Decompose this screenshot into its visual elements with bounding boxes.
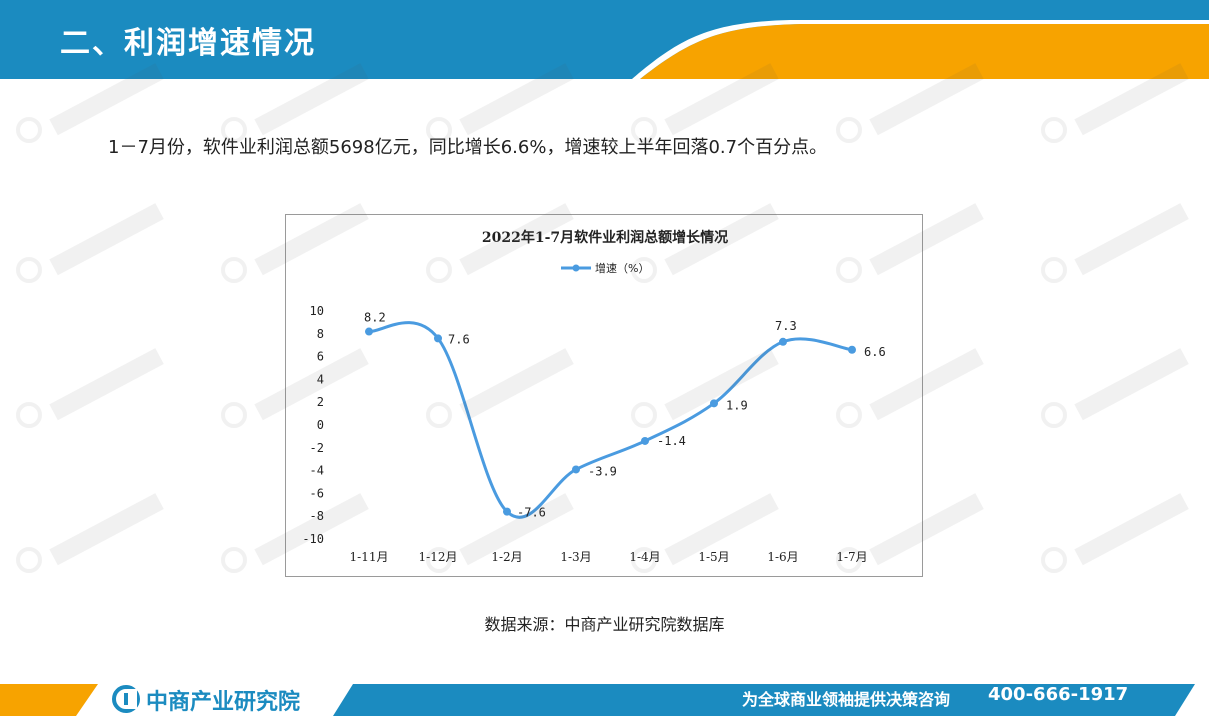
data-source: 数据来源：中商产业研究院数据库 (484, 615, 725, 634)
watermark-logo-icon (16, 493, 164, 573)
watermark-logo-icon (1041, 493, 1189, 573)
line-chart: 2022年1-7月软件业利润总额增长情况 增速（%） 10 8 6 4 2 0 -2 -4 -6… (302, 229, 886, 564)
data-point (710, 399, 718, 408)
header-background (0, 0, 1209, 79)
header-banner: 二、利润增速情况 (0, 0, 1209, 79)
watermark-logo-icon (1041, 348, 1189, 428)
watermark-logo-icon (16, 348, 164, 428)
data-point (365, 327, 373, 336)
data-points (365, 327, 856, 516)
data-label: 7.3 (775, 319, 797, 333)
legend-dot-marker (572, 264, 580, 272)
y-tick-label: -10 (302, 532, 324, 546)
y-tick-label: 6 (317, 350, 324, 364)
summary-text: 1－7月份，软件业利润总额5698亿元，同比增长6.6%，增速较上半年回落0.7… (108, 137, 828, 158)
x-tick-label: 1-5月 (698, 550, 729, 564)
data-label: 8.2 (364, 311, 386, 325)
x-axis: 1-11月 1-12月 1-2月 1-3月 1-4月 1-5月 1-6月 1-7月 (350, 550, 868, 564)
x-tick-label: 1-12月 (419, 550, 458, 564)
data-point (779, 337, 787, 346)
footer-bar (0, 682, 1209, 718)
data-point (848, 345, 856, 354)
y-tick-label: 10 (310, 304, 324, 318)
x-tick-label: 1-4月 (629, 550, 660, 564)
y-tick-label: -2 (310, 441, 324, 455)
page-title: 二、利润增速情况 (60, 26, 316, 61)
watermark-logo-icon (1041, 203, 1189, 283)
data-label: 7.6 (448, 332, 470, 346)
data-label: -3.9 (588, 464, 617, 478)
series-line (368, 321, 853, 519)
y-tick-label: -6 (310, 486, 324, 500)
x-tick-label: 1-2月 (491, 550, 522, 564)
footer-brand: 中商产业研究院 (146, 690, 301, 715)
y-tick-label: -8 (310, 509, 324, 523)
x-tick-label: 1-11月 (350, 550, 389, 564)
footer-phone: 400-666-1917 (988, 684, 1129, 705)
y-tick-label: 0 (317, 418, 324, 432)
footer-background (0, 684, 1195, 716)
y-axis: 10 8 6 4 2 0 -2 -4 -6 -8 -10 (302, 304, 324, 546)
y-tick-label: 8 (317, 327, 324, 341)
x-tick-label: 1-7月 (836, 550, 867, 564)
data-point (572, 465, 580, 474)
data-labels: 8.2 7.6 -7.6 -3.9 -1.4 1.9 7.3 6.6 (364, 311, 886, 520)
y-tick-label: 2 (317, 395, 324, 409)
watermark-logo-icon (16, 203, 164, 283)
company-logo-icon (112, 685, 140, 713)
data-label: 6.6 (864, 345, 886, 359)
chart-legend: 增速（%） (561, 261, 649, 275)
data-point (641, 436, 649, 445)
chart-container: 2022年1-7月软件业利润总额增长情况 增速（%） 10 8 6 4 2 0 -2 -4 -6… (285, 214, 923, 577)
data-point (434, 334, 442, 343)
y-tick-label: 4 (317, 372, 324, 386)
data-label: -1.4 (657, 434, 686, 448)
x-tick-label: 1-3月 (560, 550, 591, 564)
chart-title: 2022年1-7月软件业利润总额增长情况 (482, 229, 728, 246)
y-tick-label: -4 (310, 464, 324, 478)
data-point (503, 507, 511, 516)
footer-slogan: 为全球商业领袖提供决策咨询 (742, 690, 951, 709)
data-label: 1.9 (726, 398, 748, 412)
legend-label: 增速（%） (595, 261, 649, 275)
x-tick-label: 1-6月 (767, 550, 798, 564)
data-label: -7.6 (517, 506, 546, 520)
